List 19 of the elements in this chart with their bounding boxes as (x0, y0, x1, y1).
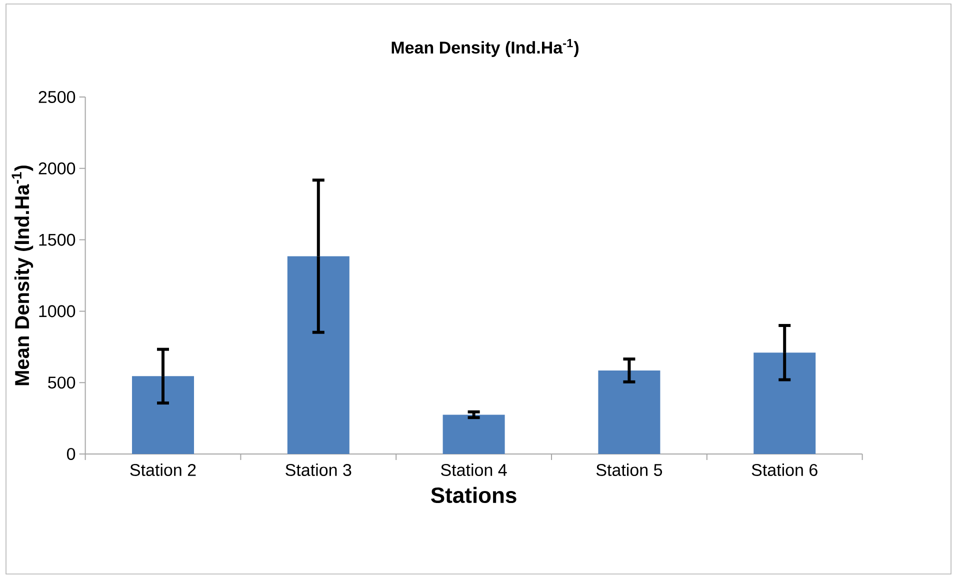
y-tick-label: 0 (66, 448, 76, 460)
x-tick-label: Station 2 (130, 464, 196, 476)
x-tick-label: Station 6 (752, 464, 818, 476)
y-tick-label: 1000 (39, 305, 76, 318)
x-axis-title: Stations (431, 486, 516, 504)
bar (442, 414, 505, 454)
x-tick-label: Station 3 (286, 464, 352, 476)
bar (598, 370, 660, 454)
bar (754, 352, 816, 454)
y-tick-label: 2000 (38, 162, 76, 174)
y-axis-title: Mean Density (Ind.Ha$^{-1}$) (12, 166, 34, 386)
x-tick-label: Station 5 (596, 464, 662, 476)
y-tick-label: 500 (48, 376, 76, 389)
bar (132, 376, 194, 454)
y-tick-label: 2500 (38, 90, 76, 104)
x-tick-label: Station 4 (441, 464, 507, 476)
bar (287, 256, 350, 454)
chart-title: Mean Density (Ind.Ha$^{-1}$) (392, 39, 578, 57)
y-tick-label: 1500 (39, 234, 76, 246)
